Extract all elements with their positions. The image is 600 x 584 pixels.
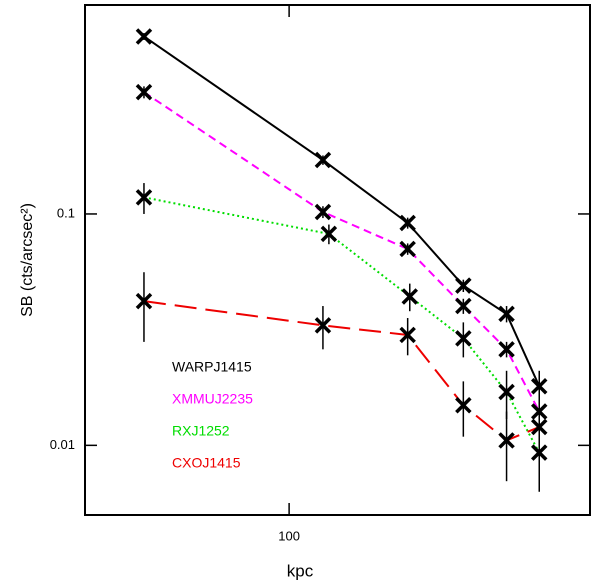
- series-line: [143, 91, 541, 412]
- series-line: [143, 35, 541, 387]
- marker: [314, 317, 332, 334]
- series-line: [143, 196, 541, 454]
- legend-entry: XMMUJ2235: [172, 391, 253, 407]
- marker: [498, 305, 515, 323]
- marker: [531, 378, 548, 395]
- x-tick-label: 100: [278, 528, 300, 543]
- marker: [135, 83, 153, 101]
- x-axis-label: kpc: [287, 561, 314, 580]
- marker: [531, 444, 548, 461]
- marker: [498, 341, 515, 358]
- marker: [135, 292, 153, 310]
- marker: [455, 330, 472, 347]
- marker: [320, 225, 338, 243]
- marker: [498, 432, 515, 449]
- legend-entry: WARPJ1415: [172, 359, 252, 375]
- marker: [531, 403, 548, 420]
- marker: [455, 397, 472, 414]
- marker: [401, 288, 419, 305]
- y-tick-label: 0.1: [57, 205, 75, 220]
- plot-frame: [84, 4, 591, 516]
- marker: [399, 326, 416, 344]
- legend-entry: RXJ1252: [172, 423, 230, 439]
- marker: [399, 214, 416, 232]
- legend-entry: CXOJ1415: [172, 455, 241, 471]
- marker: [498, 383, 515, 401]
- marker: [314, 203, 332, 221]
- marker: [455, 297, 472, 315]
- series-line: [143, 300, 540, 442]
- marker: [135, 189, 153, 206]
- marker: [314, 151, 332, 169]
- marker: [135, 28, 153, 45]
- y-tick-label: 0.01: [50, 437, 75, 452]
- y-axis-label: SB (cts/arcsec²): [19, 203, 36, 317]
- marker: [399, 240, 416, 258]
- marker: [455, 277, 472, 294]
- marker: [531, 418, 548, 436]
